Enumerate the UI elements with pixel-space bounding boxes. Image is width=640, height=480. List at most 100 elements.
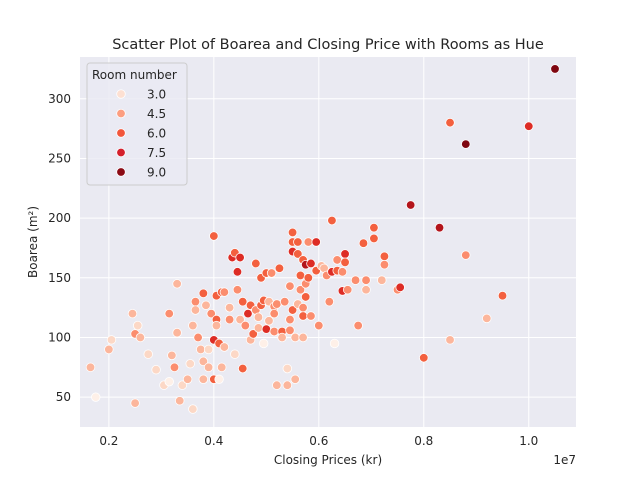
y-tick-label: 200: [48, 211, 71, 225]
data-point: [190, 297, 201, 307]
legend-marker: [116, 147, 126, 158]
legend: Room number 3.0 4.5 6.0 7.5 9.0: [86, 62, 188, 186]
data-point: [253, 323, 264, 333]
data-point: [261, 324, 272, 334]
data-point: [272, 380, 282, 390]
data-point: [301, 292, 311, 302]
data-point: [324, 297, 334, 307]
data-point: [285, 281, 295, 291]
data-point: [266, 268, 277, 278]
data-point: [482, 313, 492, 324]
data-point: [198, 356, 209, 367]
data-point: [127, 308, 138, 319]
data-point: [350, 275, 361, 285]
y-tick-label: 50: [56, 390, 71, 404]
data-point: [369, 223, 379, 233]
data-point: [353, 320, 363, 331]
data-point: [277, 332, 287, 343]
data-point: [143, 349, 153, 359]
data-point: [232, 285, 243, 295]
data-point: [329, 338, 340, 349]
data-point: [285, 325, 295, 335]
data-point: [253, 312, 264, 322]
y-tick-label: 300: [48, 92, 71, 106]
data-point: [85, 362, 96, 372]
data-point: [217, 362, 227, 372]
data-point: [211, 320, 222, 331]
data-point: [337, 267, 348, 277]
data-point: [287, 305, 298, 315]
data-point: [361, 285, 371, 295]
data-point: [219, 287, 230, 297]
x-tick-label: 0.4: [204, 434, 223, 448]
data-point: [198, 374, 209, 384]
data-point: [251, 258, 261, 269]
data-point: [235, 252, 245, 263]
data-point: [340, 249, 350, 259]
y-tick-label: 250: [48, 151, 71, 165]
data-point: [232, 267, 243, 277]
data-point: [298, 302, 308, 313]
data-point: [287, 227, 298, 238]
data-point: [91, 392, 101, 402]
data-point: [303, 273, 313, 283]
data-point: [106, 335, 117, 345]
data-point: [314, 320, 324, 331]
data-point: [290, 332, 300, 343]
data-point: [445, 117, 455, 128]
x-tick-label: 0.2: [99, 434, 118, 448]
data-point: [135, 332, 146, 343]
data-point: [182, 374, 193, 384]
data-point: [196, 344, 206, 355]
legend-marker: [116, 128, 126, 138]
data-points: [85, 64, 560, 414]
data-point: [295, 270, 306, 281]
data-point: [524, 121, 534, 131]
data-point: [240, 320, 251, 331]
legend-entries: 3.0 4.5 6.0 7.5 9.0: [116, 88, 166, 180]
data-point: [272, 299, 282, 309]
data-point: [167, 350, 177, 361]
data-point: [280, 297, 290, 307]
data-point: [306, 311, 316, 321]
chart-title: Scatter Plot of Boarea and Closing Price…: [112, 37, 544, 53]
data-point: [306, 258, 316, 269]
data-point: [419, 353, 429, 363]
legend-marker: [116, 108, 126, 119]
x-tick-label: 0.6: [309, 434, 328, 448]
data-point: [198, 288, 209, 298]
data-point: [235, 314, 245, 325]
data-point: [201, 300, 211, 310]
data-point: [282, 363, 292, 374]
x-tick-label: 0.8: [414, 434, 433, 448]
data-point: [172, 328, 182, 338]
data-point: [293, 249, 303, 259]
data-point: [434, 223, 445, 233]
data-point: [377, 275, 387, 285]
legend-label: 9.0: [147, 166, 166, 180]
data-point: [269, 308, 279, 319]
data-point: [358, 238, 369, 248]
x-axis-offset-label: 1e7: [553, 453, 576, 467]
data-point: [264, 316, 274, 326]
data-point: [203, 362, 214, 372]
data-point: [130, 398, 140, 408]
data-point: [206, 308, 216, 319]
data-point: [164, 308, 174, 319]
y-axis-label: Boarea (m²): [26, 206, 40, 278]
data-point: [290, 374, 300, 384]
data-point: [193, 332, 203, 343]
data-point: [332, 255, 342, 265]
data-point: [285, 314, 295, 325]
x-axis-label: Closing Prices (kr): [274, 453, 382, 467]
data-point: [361, 275, 371, 285]
data-point: [203, 344, 214, 355]
data-point: [405, 200, 416, 210]
data-point: [248, 329, 258, 339]
data-point: [185, 359, 195, 369]
data-point: [238, 297, 248, 307]
data-point: [269, 326, 279, 337]
y-tick-labels: 50 100 150 200 250 300: [48, 92, 71, 404]
data-point: [151, 365, 161, 375]
data-point: [298, 311, 308, 321]
